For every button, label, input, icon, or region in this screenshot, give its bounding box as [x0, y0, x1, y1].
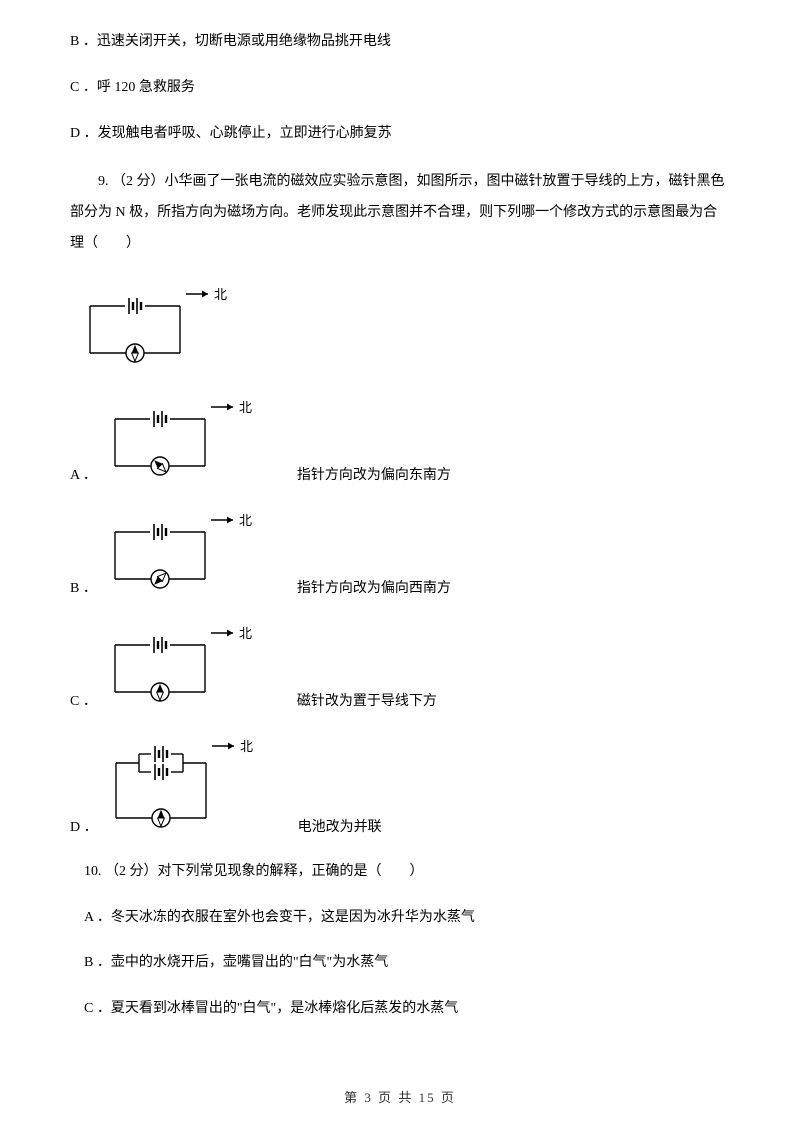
q8-opt-b: B ．迅速关闭开关，切断电源或用绝缘物品挑开电线 — [70, 30, 730, 54]
q9-opt-b-row: B ． 北 指针方向改为偏向西南方 — [70, 508, 730, 603]
q9-main-circuit: 北 — [80, 282, 260, 377]
q9-opt-b-prefix: B ． — [70, 577, 97, 603]
q9-opt-b-text: 指针方向改为偏向西南方 — [297, 577, 451, 603]
svg-text:北: 北 — [239, 626, 252, 641]
svg-text:北: 北 — [214, 287, 227, 302]
svg-text:北: 北 — [239, 513, 252, 528]
q8-opt-c: C ．呼 120 急救服务 — [70, 76, 730, 100]
q9-opt-c-text: 磁针改为置于导线下方 — [297, 690, 437, 716]
q8-opt-d: D ．发现触电者呼吸、心跳停止，立即进行心肺复苏 — [70, 122, 730, 146]
q9-opt-a-prefix: A ． — [70, 464, 97, 490]
q9-opt-a-row: A ． 北 指针方向改为偏向东南方 — [70, 395, 730, 490]
q9-opt-d-row: D ． 北 电池改为并联 — [70, 734, 730, 842]
q9-opt-a-circuit: 北 — [105, 395, 285, 490]
q9-main-diagram-row: 北 — [80, 282, 730, 377]
q9-opt-c-circuit: 北 — [105, 621, 285, 716]
q9-opt-d-prefix: D ． — [70, 816, 98, 842]
q10-opt-c: C ．夏天看到冰棒冒出的"白气"，是冰棒熔化后蒸发的水蒸气 — [70, 997, 730, 1021]
q10-opt-a: A ．冬天冰冻的衣服在室外也会变干，这是因为冰升华为水蒸气 — [70, 906, 730, 930]
q9-stem: 9. （2 分）小华画了一张电流的磁效应实验示意图，如图所示，图中磁针放置于导线… — [70, 167, 730, 259]
q9-opt-b-circuit: 北 — [105, 508, 285, 603]
page-footer: 第 3 页 共 15 页 — [0, 1087, 800, 1106]
svg-text:北: 北 — [239, 400, 252, 415]
page: B ．迅速关闭开关，切断电源或用绝缘物品挑开电线 C ．呼 120 急救服务 D… — [0, 0, 800, 1132]
q9-opt-d-text: 电池改为并联 — [298, 816, 382, 842]
q10-opt-b: B ．壶中的水烧开后，壶嘴冒出的"白气"为水蒸气 — [70, 951, 730, 975]
q9-opt-c-prefix: C ． — [70, 690, 97, 716]
q10-stem: 10. （2 分）对下列常见现象的解释，正确的是（ ） — [70, 860, 730, 884]
q9-opt-c-row: C ． 北 磁针改为置于导线下方 — [70, 621, 730, 716]
q9-opt-a-text: 指针方向改为偏向东南方 — [297, 464, 451, 490]
q9-opt-d-circuit: 北 — [106, 734, 286, 842]
svg-text:北: 北 — [240, 739, 253, 754]
